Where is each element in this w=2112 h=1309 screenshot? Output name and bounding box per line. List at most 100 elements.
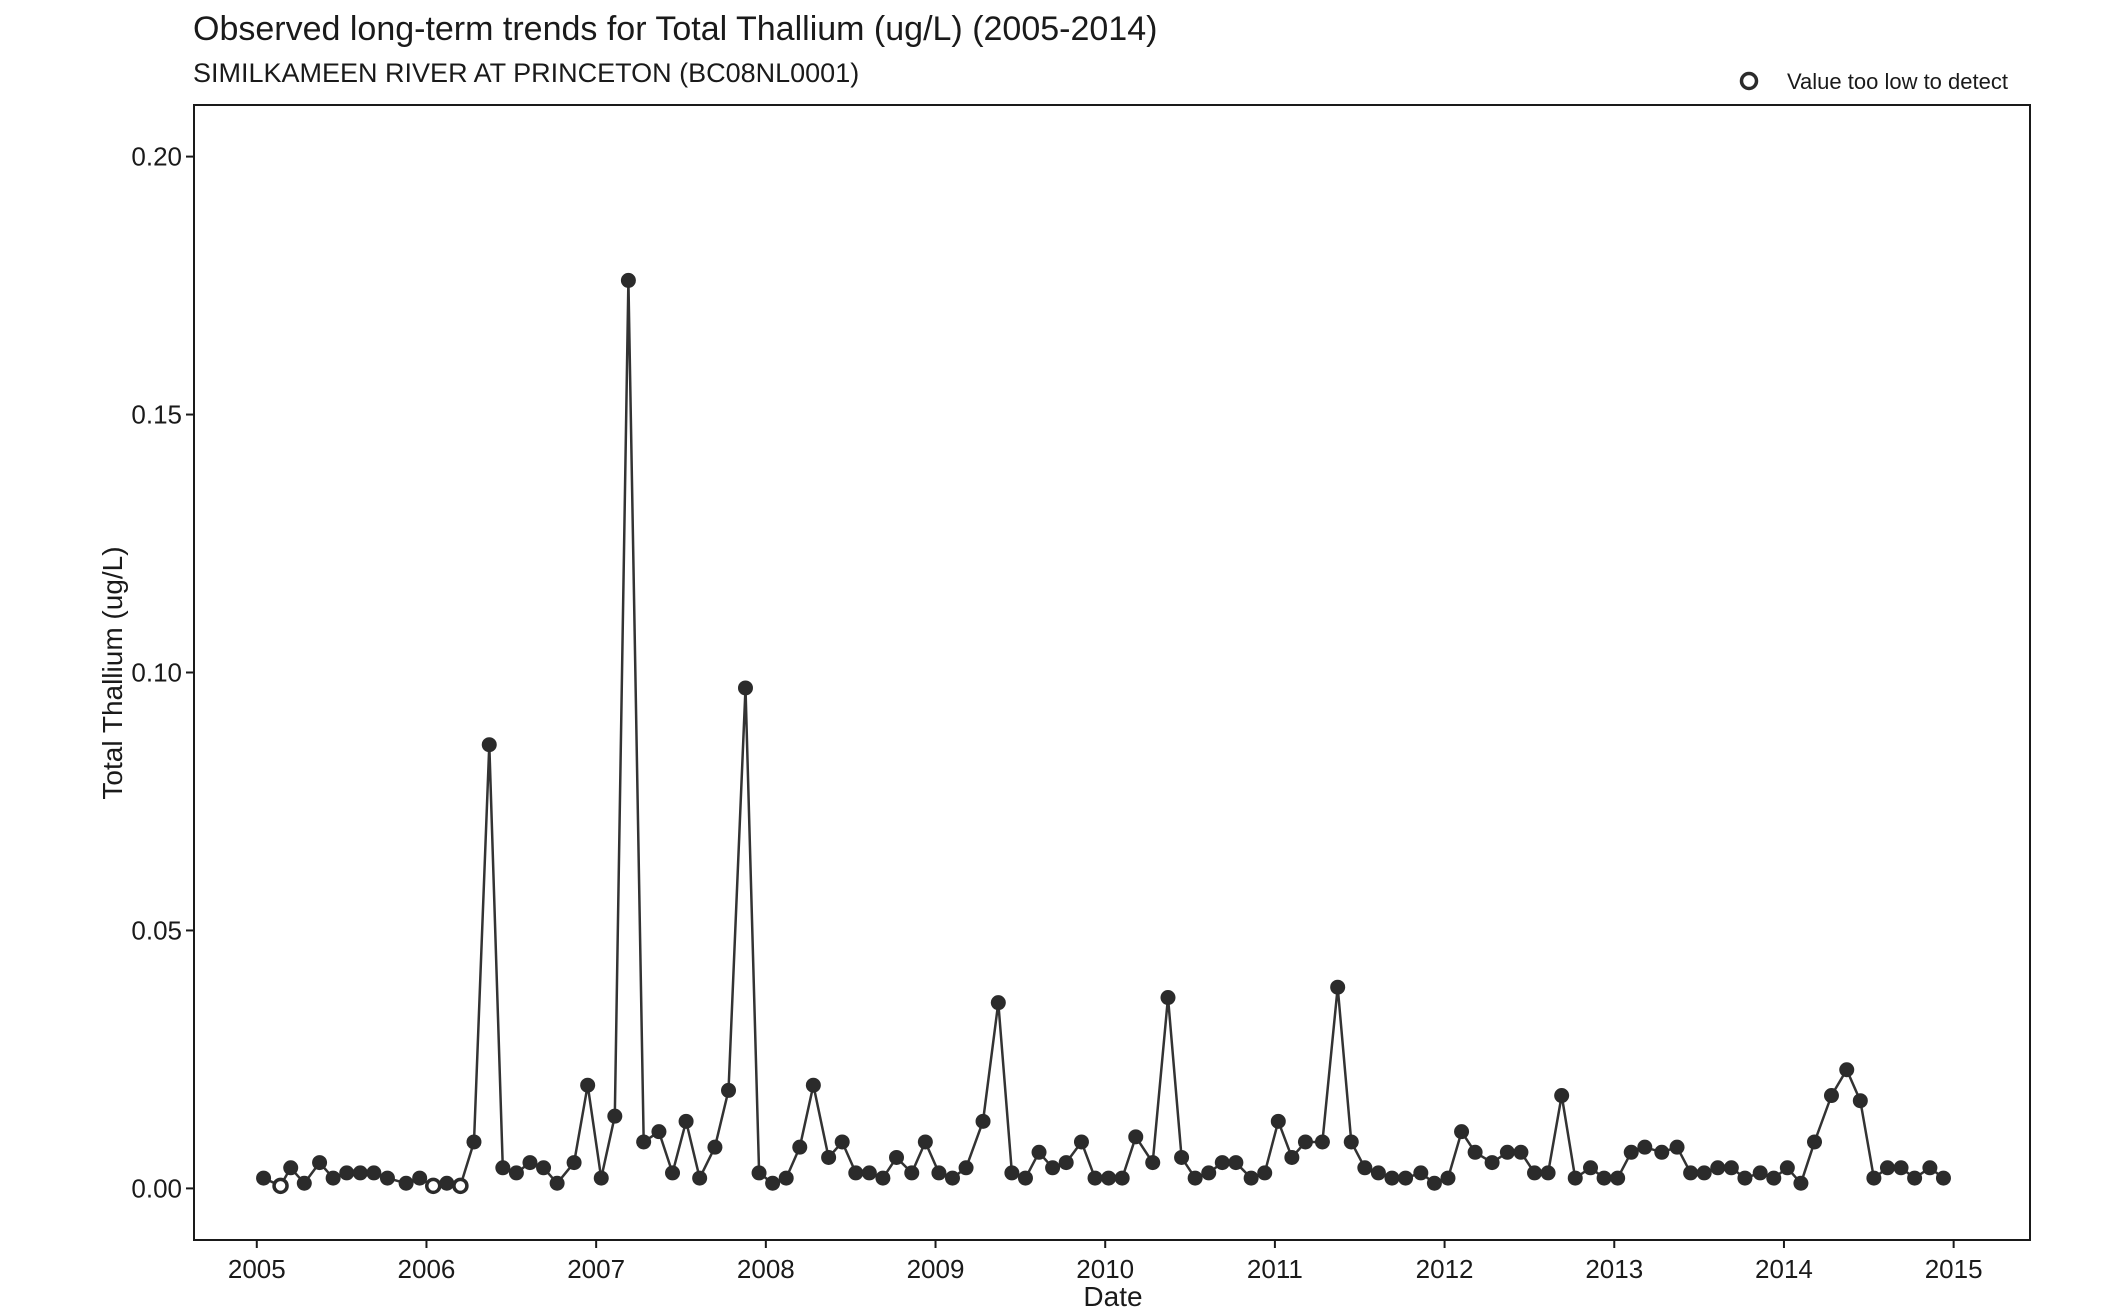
data-point xyxy=(1257,1165,1273,1181)
data-point xyxy=(917,1134,933,1150)
data-point xyxy=(990,995,1006,1011)
data-point xyxy=(1866,1170,1882,1186)
data-point xyxy=(593,1170,609,1186)
x-tick-label: 2014 xyxy=(1755,1254,1813,1284)
data-point xyxy=(1087,1170,1103,1186)
data-point xyxy=(1806,1134,1822,1150)
legend-label: Value too low to detect xyxy=(1787,69,2008,94)
data-point xyxy=(1243,1170,1259,1186)
data-point xyxy=(848,1165,864,1181)
series-line xyxy=(263,279,1945,1188)
data-point xyxy=(944,1170,960,1186)
data-point xyxy=(958,1160,974,1176)
data-point xyxy=(283,1160,299,1176)
data-point xyxy=(466,1134,482,1150)
data-point xyxy=(549,1175,565,1191)
y-tick-label: 0.05 xyxy=(131,915,182,945)
data-point xyxy=(721,1082,737,1098)
data-point xyxy=(1907,1170,1923,1186)
data-point xyxy=(1583,1160,1599,1176)
data-point xyxy=(931,1165,947,1181)
data-point xyxy=(325,1170,341,1186)
data-point xyxy=(834,1134,850,1150)
data-point xyxy=(1330,979,1346,995)
data-point xyxy=(1426,1175,1442,1191)
data-point xyxy=(821,1149,837,1165)
data-point xyxy=(1554,1088,1570,1104)
data-point xyxy=(1214,1155,1230,1171)
data-point xyxy=(1793,1175,1809,1191)
data-point xyxy=(256,1170,272,1186)
data-point xyxy=(1314,1134,1330,1150)
data-point xyxy=(1228,1155,1244,1171)
y-axis: 0.00 0.05 0.10 0.15 0.20 xyxy=(131,142,194,1203)
data-point xyxy=(566,1155,582,1171)
data-point xyxy=(1852,1093,1868,1109)
data-point xyxy=(1683,1165,1699,1181)
data-point xyxy=(1128,1129,1144,1145)
data-point xyxy=(1114,1170,1130,1186)
chart-legend: Value too low to detect xyxy=(1739,69,2008,94)
data-point xyxy=(1610,1170,1626,1186)
data-point xyxy=(1499,1144,1515,1160)
data-point xyxy=(975,1113,991,1129)
data-point xyxy=(536,1160,552,1176)
data-point xyxy=(1004,1165,1020,1181)
data-point xyxy=(1935,1170,1951,1186)
data-point xyxy=(1145,1155,1161,1171)
x-tick-label: 2005 xyxy=(228,1254,286,1284)
data-point xyxy=(1779,1160,1795,1176)
data-point xyxy=(1484,1155,1500,1171)
data-point xyxy=(692,1170,708,1186)
data-point xyxy=(665,1165,681,1181)
x-axis: 2005 2006 2007 2008 2009 2010 2011 2012 2013 2014… xyxy=(228,1240,1983,1284)
data-point xyxy=(1101,1170,1117,1186)
data-point xyxy=(1017,1170,1033,1186)
x-tick-label: 2010 xyxy=(1076,1254,1134,1284)
data-point xyxy=(1879,1160,1895,1176)
data-layer xyxy=(256,272,1951,1195)
data-point xyxy=(607,1108,623,1124)
y-tick-label: 0.15 xyxy=(131,400,182,430)
data-point xyxy=(1187,1170,1203,1186)
x-tick-label: 2011 xyxy=(1247,1254,1303,1284)
data-point xyxy=(805,1077,821,1093)
data-point xyxy=(1513,1144,1529,1160)
x-tick-label: 2008 xyxy=(737,1254,795,1284)
data-point xyxy=(1201,1165,1217,1181)
y-tick-label: 0.00 xyxy=(131,1173,182,1203)
data-point xyxy=(379,1170,395,1186)
data-point xyxy=(1527,1165,1543,1181)
data-point xyxy=(1696,1165,1712,1181)
y-tick-label: 0.20 xyxy=(131,142,182,172)
data-point xyxy=(1839,1062,1855,1078)
data-point xyxy=(1384,1170,1400,1186)
plot-panel xyxy=(193,104,2031,1241)
data-point xyxy=(1357,1160,1373,1176)
data-point xyxy=(1297,1134,1313,1150)
data-point xyxy=(1540,1165,1556,1181)
data-point xyxy=(1637,1139,1653,1155)
data-point xyxy=(1752,1165,1768,1181)
data-point xyxy=(495,1160,511,1176)
data-point xyxy=(522,1155,538,1171)
x-tick-label: 2009 xyxy=(907,1254,965,1284)
data-point xyxy=(737,680,753,696)
data-point-below-detection xyxy=(452,1177,469,1195)
data-point xyxy=(1045,1160,1061,1176)
legend-hollow-marker xyxy=(1739,71,1759,91)
data-point xyxy=(1031,1144,1047,1160)
data-point xyxy=(296,1175,312,1191)
x-tick-label: 2015 xyxy=(1925,1254,1983,1284)
data-point xyxy=(398,1175,414,1191)
y-tick-label: 0.10 xyxy=(131,658,182,688)
data-point xyxy=(1343,1134,1359,1150)
data-point xyxy=(778,1170,794,1186)
data-point-below-detection xyxy=(272,1177,289,1195)
data-point xyxy=(1567,1170,1583,1186)
x-tick-label: 2012 xyxy=(1416,1254,1474,1284)
data-point xyxy=(620,272,636,288)
data-point xyxy=(1766,1170,1782,1186)
data-point xyxy=(751,1165,767,1181)
data-point-below-detection xyxy=(425,1177,442,1195)
